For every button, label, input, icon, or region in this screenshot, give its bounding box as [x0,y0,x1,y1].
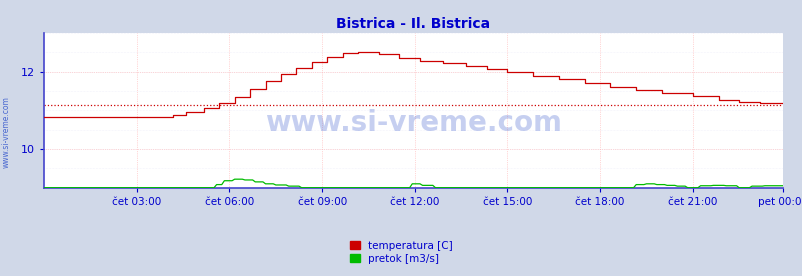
Legend: temperatura [C], pretok [m3/s]: temperatura [C], pretok [m3/s] [345,237,457,268]
Title: Bistrica - Il. Bistrica: Bistrica - Il. Bistrica [336,17,490,31]
Text: www.si-vreme.com: www.si-vreme.com [2,97,11,168]
Text: www.si-vreme.com: www.si-vreme.com [265,109,561,137]
